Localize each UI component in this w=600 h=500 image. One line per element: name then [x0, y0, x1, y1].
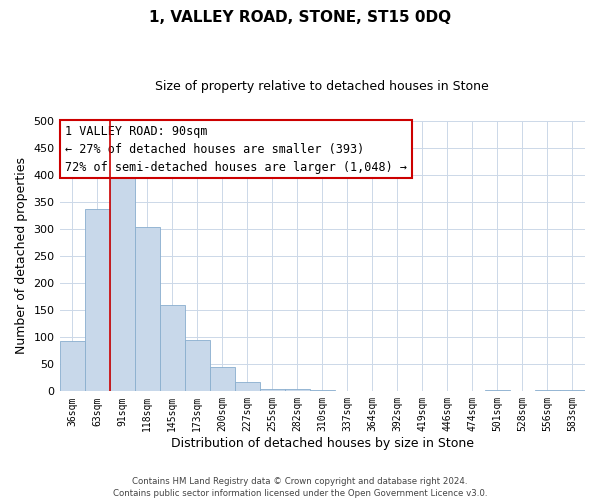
Text: Contains HM Land Registry data © Crown copyright and database right 2024.
Contai: Contains HM Land Registry data © Crown c… [113, 476, 487, 498]
Bar [560, 390, 585, 392]
Bar [260, 388, 285, 392]
Bar [134, 226, 160, 392]
Bar [535, 390, 560, 392]
Bar [85, 210, 110, 392]
Title: Size of property relative to detached houses in Stone: Size of property relative to detached ho… [155, 80, 489, 93]
Bar [59, 341, 85, 392]
Y-axis label: Number of detached properties: Number of detached properties [15, 158, 28, 354]
Text: 1 VALLEY ROAD: 90sqm
← 27% of detached houses are smaller (393)
72% of semi-deta: 1 VALLEY ROAD: 90sqm ← 27% of detached h… [65, 124, 407, 174]
Bar [185, 340, 209, 392]
Bar [209, 367, 235, 392]
Bar [285, 388, 310, 392]
Bar [310, 390, 335, 392]
Bar [235, 382, 260, 392]
Bar [485, 390, 510, 392]
Bar [160, 304, 185, 392]
Bar [110, 170, 134, 392]
X-axis label: Distribution of detached houses by size in Stone: Distribution of detached houses by size … [171, 437, 474, 450]
Text: 1, VALLEY ROAD, STONE, ST15 0DQ: 1, VALLEY ROAD, STONE, ST15 0DQ [149, 10, 451, 25]
